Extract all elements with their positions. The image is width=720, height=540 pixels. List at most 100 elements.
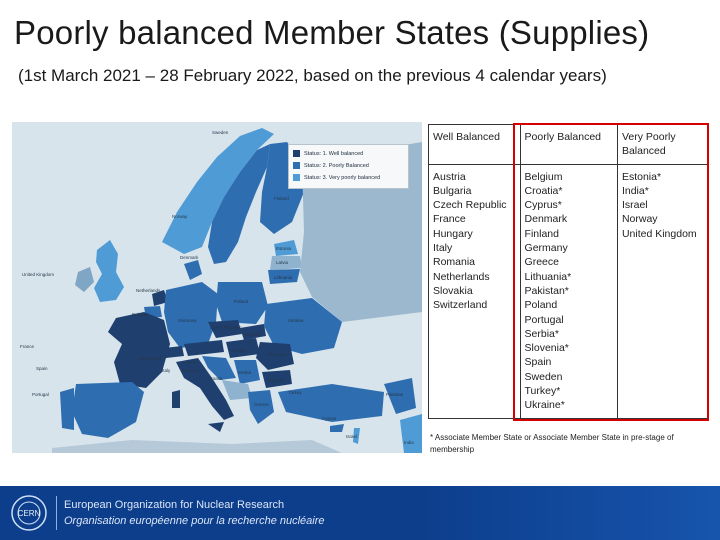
slide-title: Poorly balanced Member States (Supplies) [14,14,650,51]
table-row: Austria Bulgaria Czech Republic France H… [428,163,709,419]
balance-status-table: Well Balanced Poorly Balanced Very Poorl… [428,124,709,419]
map-label-greece: Greece [254,402,269,407]
map-label-pakistan: Pakistan [386,392,404,397]
slide-subtitle: (1st March 2021 – 28 February 2022, base… [18,66,607,85]
map-label-spain: Spain [36,366,48,371]
map-label-finland: Finland [274,196,289,201]
map-region-czech [208,320,242,338]
list-item: Czech Republic [433,199,507,212]
map-region-ireland [75,267,94,292]
map-label-bulgaria: Bulgaria [268,378,285,383]
list-item: Finland [524,227,559,240]
map-region-france [108,312,170,388]
list-item: Croatia* [524,184,563,197]
map-region-lithuania [268,269,300,284]
list-item: Germany [524,242,568,255]
list-item: United Kingdom [621,227,697,240]
list-item: Ukraine* [524,399,565,412]
legend-swatch-dark [293,150,300,158]
map-label-switzerland: Switzerland [138,356,162,361]
map-label-lithuania: Lithuania [274,275,293,280]
list-item: Romania [433,256,476,269]
list-item: Norway [621,213,658,226]
list-item: Hungary [433,227,473,240]
list-item: Belgium [524,170,563,183]
list-item: Pakistan* [524,284,569,297]
map-label-hungary: Hungary [230,348,248,353]
list-item: Slovenia* [524,342,569,355]
map-label-netherlands: Netherlands [136,288,161,293]
europe-status-map: Status: 1. Well balanced Status: 2. Poor… [12,122,422,453]
footer-org-name-en: European Organization for Nuclear Resear… [64,499,285,511]
map-label-slovakia: Slovakia [244,332,262,337]
legend-swatch-light [293,174,300,182]
very-poorly-balanced-list: Estonia* India* Israel Norway United Kin… [616,163,709,419]
map-label-croatia: Croatia [208,376,223,381]
map-region-portugal [60,388,74,430]
map-region-sardinia [172,390,180,408]
map-label-slovenia: Slovenia [182,368,200,373]
map-label-poland: Poland [234,299,249,304]
map-region-turkey [278,384,384,422]
map-region-romania [256,342,294,370]
map-region-austria [184,340,224,356]
map-region-italy [176,358,234,420]
map-label-germany: Germany [178,318,197,323]
map-region-serbia [234,360,260,384]
map-region-uk [94,240,124,302]
list-item: Israel [621,199,648,212]
map-label-portugal: Portugal [32,392,49,397]
well-balanced-list: Austria Bulgaria Czech Republic France H… [428,163,521,419]
map-region-netherlands [152,290,168,306]
map-label-cyprus: Cyprus [322,416,337,421]
map-label-turkey: Turkey [288,390,302,395]
map-region-germany [164,282,218,348]
list-item: Estonia* [621,170,662,183]
list-item: India* [621,184,649,197]
map-region-balkans-south [222,380,252,400]
header-well-balanced: Well Balanced [428,124,521,165]
list-item: Turkey* [524,385,561,398]
map-region-israel [353,428,360,444]
list-item: Poland [524,299,558,312]
map-region-hungary [226,338,260,358]
map-region-sweden [208,144,270,264]
map-label-belgium: Belgium [132,312,149,317]
svg-text:CERN: CERN [18,509,41,518]
map-label-czech: Czech Republic [210,325,242,330]
map-region-sicily [208,422,224,432]
map-region-pakistan [384,378,416,414]
cern-logo-icon: CERN [11,495,47,531]
map-label-latvia: Latvia [276,260,289,265]
list-item: Portugal [524,313,564,326]
list-item: Lithuania* [524,270,572,283]
list-item: Serbia* [524,327,559,340]
list-item: Austria [433,170,466,183]
map-label-uk: United Kingdom [22,272,55,277]
map-region-bulgaria [262,370,292,388]
map-region-norway [162,128,274,254]
map-label-sweden: Sweden [212,130,229,135]
legend-swatch-mid [293,162,300,170]
map-region-denmark [184,260,202,280]
map-region-slovenia-croatia [202,356,236,380]
list-item: Sweden [524,370,563,383]
list-item: Greece [524,256,559,269]
map-label-denmark: Denmark [180,255,199,260]
list-item: Italy [433,242,453,255]
map-legend: Status: 1. Well balanced Status: 2. Poor… [288,144,409,189]
list-item: Cyprus* [524,199,562,212]
map-region-cyprus [330,424,344,432]
list-item: Switzerland [433,299,488,312]
list-item: Denmark [524,213,568,226]
legend-item-well-balanced: Status: 1. Well balanced [293,149,363,159]
footnote: * Associate Member State or Associate Me… [430,433,674,454]
map-region-ukraine [264,298,342,354]
header-poorly-balanced: Poorly Balanced [519,124,618,165]
poorly-balanced-list: Belgium Croatia* Cyprus* Denmark Finland… [519,163,618,419]
map-region-spain [72,382,144,438]
header-very-poorly-balanced: Very Poorly Balanced [616,124,709,165]
map-region-estonia [274,240,298,256]
map-label-norway: Norway [172,214,188,219]
table-header-row: Well Balanced Poorly Balanced Very Poorl… [428,124,709,165]
